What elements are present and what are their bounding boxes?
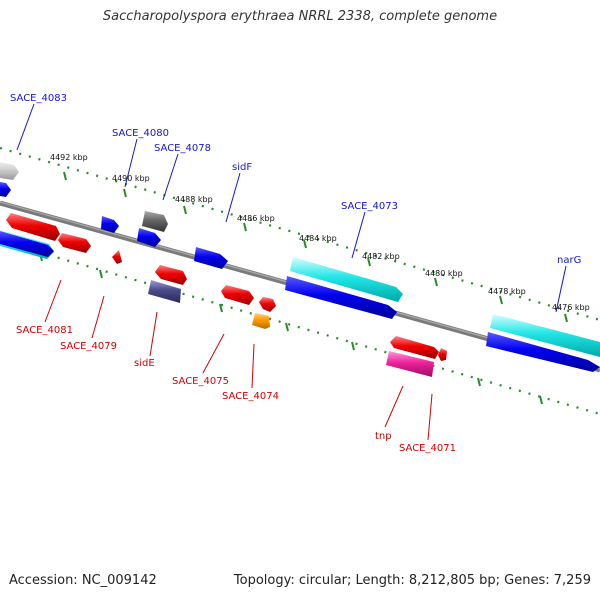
scale-label: 4492 kbp (50, 153, 88, 162)
gene-arrow[interactable] (221, 285, 254, 305)
gene-arrow[interactable] (290, 257, 403, 302)
upper-label-lines (16, 103, 567, 313)
scale-label: 4486 kbp (237, 214, 275, 223)
upper-tick-track (0, 146, 600, 322)
gene-label[interactable]: SACE_4074 (222, 391, 279, 402)
gene-arrow[interactable] (137, 228, 161, 247)
gene-label[interactable]: SACE_4075 (172, 376, 229, 387)
gene-arrow[interactable] (486, 332, 600, 372)
gene-arrow[interactable] (390, 336, 439, 359)
scale-label: 4476 kbp (552, 303, 590, 312)
gene-label[interactable]: SACE_4083 (10, 93, 67, 104)
gene-label[interactable]: SACE_4079 (60, 341, 117, 352)
map-title: Saccharopolyspora erythraea NRRL 2338, c… (102, 9, 498, 24)
gene-arrow[interactable] (155, 265, 187, 285)
scale-label: 4488 kbp (175, 195, 213, 204)
gene-arrow[interactable] (490, 314, 600, 357)
gene-arrow[interactable] (112, 250, 122, 264)
gene-label[interactable]: sidF (232, 162, 252, 173)
accession-text: Accession: NC_009142 (9, 573, 157, 588)
scale-label: 4490 kbp (112, 174, 150, 183)
gene-label[interactable]: SACE_4073 (341, 201, 398, 212)
scale-label: 4482 kbp (362, 252, 400, 261)
reverse-genes (0, 213, 447, 377)
lower-tick-track (0, 239, 600, 416)
gene-label[interactable]: SACE_4071 (399, 443, 456, 454)
gene-arrow[interactable] (252, 313, 270, 329)
gene-arrow[interactable] (438, 348, 447, 361)
gene-arrow[interactable] (142, 211, 168, 232)
gene-label[interactable]: narG (557, 255, 581, 266)
scale-labels: 4492 kbp 4490 kbp 4488 kbp 4486 kbp 4484… (50, 153, 590, 312)
gene-arrow[interactable] (148, 280, 181, 303)
gene-arrow[interactable] (259, 297, 276, 312)
gene-arrow[interactable] (101, 216, 119, 233)
gene-arrow[interactable] (0, 231, 54, 257)
upper-gene-labels: SACE_4083 SACE_4080 SACE_4078 sidF SACE_… (10, 93, 581, 266)
gene-arrow[interactable] (0, 182, 11, 197)
gene-label[interactable]: tnp (375, 431, 392, 442)
gene-arrow[interactable] (386, 351, 434, 377)
genome-stats-text: Topology: circular; Length: 8,212,805 bp… (233, 573, 591, 588)
scale-label: 4484 kbp (299, 234, 337, 243)
gene-arrow[interactable] (194, 247, 228, 269)
scale-label: 4480 kbp (425, 269, 463, 278)
gene-label[interactable]: sidE (134, 358, 155, 369)
gene-arrow[interactable] (6, 213, 60, 241)
gene-label[interactable]: SACE_4081 (16, 325, 73, 336)
gene-label[interactable]: SACE_4080 (112, 128, 169, 139)
gene-arrow[interactable] (58, 233, 91, 253)
gene-arrow[interactable] (0, 162, 19, 180)
gene-arrow[interactable] (285, 276, 397, 319)
scale-label: 4478 kbp (488, 287, 526, 296)
lower-label-lines (44, 279, 433, 441)
gene-label[interactable]: SACE_4078 (154, 143, 211, 154)
lower-gene-labels: SACE_4081 SACE_4079 sidE SACE_4075 SACE_… (16, 325, 456, 454)
